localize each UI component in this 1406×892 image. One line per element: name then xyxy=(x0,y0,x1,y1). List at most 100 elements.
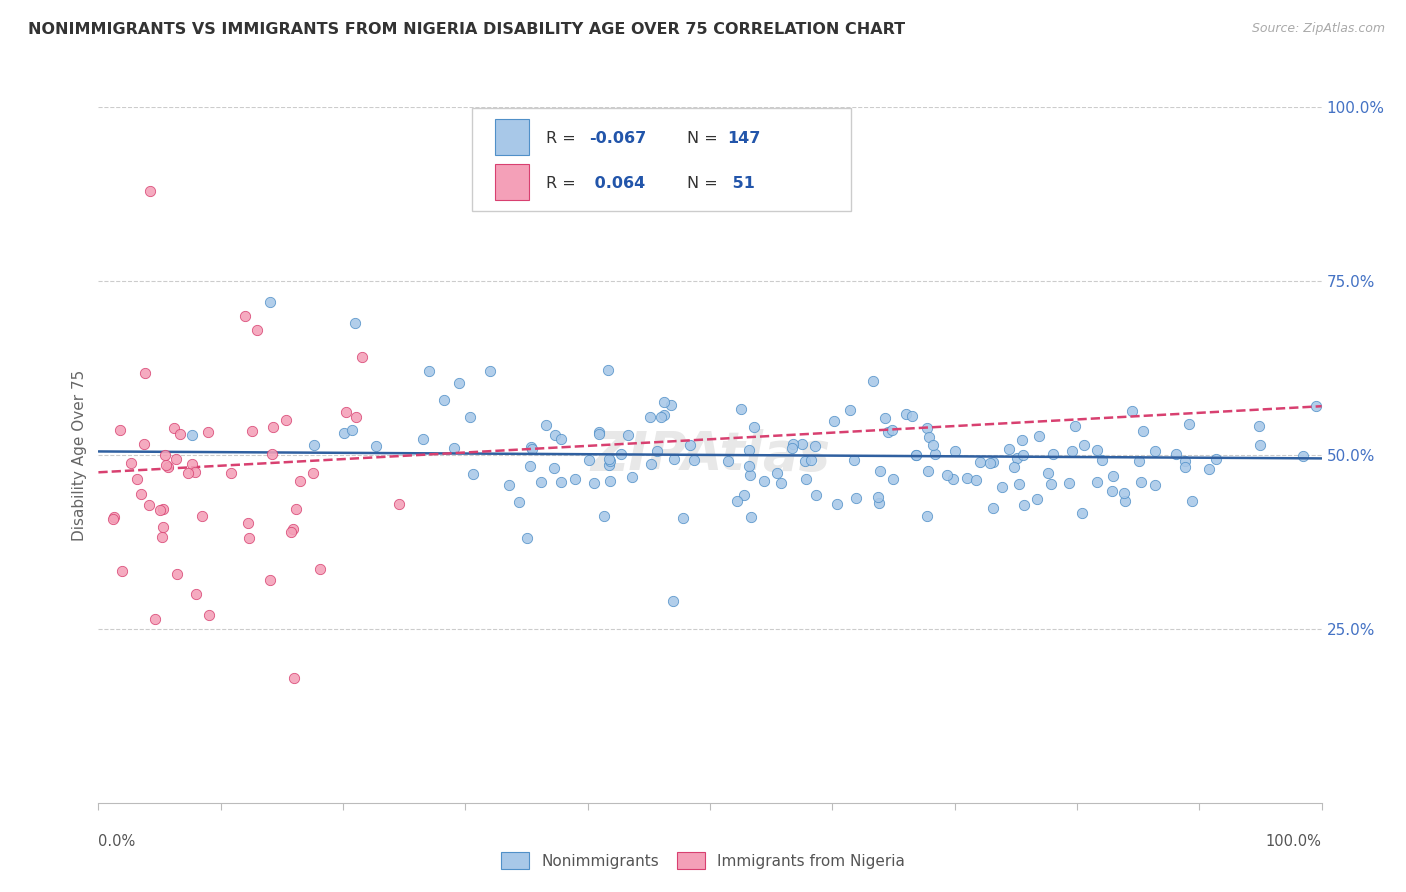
Point xyxy=(274,413,297,427)
Point xyxy=(259,573,281,587)
Point xyxy=(662,452,685,467)
Point xyxy=(103,510,125,524)
Point xyxy=(1005,451,1028,466)
Point xyxy=(588,425,610,439)
Point xyxy=(1143,477,1166,491)
Text: N =: N = xyxy=(686,131,723,146)
Point xyxy=(129,487,152,501)
Point xyxy=(433,393,456,408)
Point xyxy=(134,366,156,380)
Point xyxy=(738,442,761,457)
Point xyxy=(149,503,172,517)
Point xyxy=(882,473,904,487)
Point xyxy=(662,594,685,608)
Point xyxy=(610,447,633,461)
Text: 100.0%: 100.0% xyxy=(1265,834,1322,849)
Point xyxy=(839,402,862,417)
FancyBboxPatch shape xyxy=(471,109,851,211)
Point xyxy=(935,467,957,482)
Point xyxy=(782,437,804,451)
Point xyxy=(1114,486,1136,500)
Point xyxy=(498,478,520,492)
Point xyxy=(740,510,762,524)
Point xyxy=(186,587,208,601)
Point xyxy=(177,466,200,480)
Point xyxy=(877,425,900,440)
Point xyxy=(650,410,672,425)
Point xyxy=(737,458,759,473)
Point xyxy=(283,671,305,685)
Point xyxy=(1026,491,1049,506)
Point xyxy=(145,612,167,626)
Point xyxy=(780,442,803,456)
Point xyxy=(478,364,501,378)
Point xyxy=(120,456,142,470)
Point xyxy=(520,442,543,456)
Point xyxy=(742,420,765,434)
Point xyxy=(766,466,789,480)
Point xyxy=(683,453,706,467)
Legend: Nonimmigrants, Immigrants from Nigeria: Nonimmigrants, Immigrants from Nigeria xyxy=(495,846,911,875)
Point xyxy=(901,409,924,423)
Point xyxy=(181,428,204,442)
Point xyxy=(443,442,465,456)
Point xyxy=(904,448,927,462)
Text: 147: 147 xyxy=(727,131,761,146)
Point xyxy=(519,458,541,473)
Point xyxy=(1011,448,1033,462)
Point xyxy=(1180,494,1202,508)
Point xyxy=(461,467,484,482)
Text: 0.0%: 0.0% xyxy=(98,834,135,849)
Point xyxy=(153,448,176,462)
Point xyxy=(981,501,1004,516)
Point xyxy=(1091,453,1114,467)
Point xyxy=(412,432,434,446)
Point xyxy=(165,451,187,466)
Point xyxy=(1042,447,1064,461)
Text: ZIPAtlas: ZIPAtlas xyxy=(591,429,830,481)
Point xyxy=(793,454,815,468)
Point xyxy=(918,429,941,443)
Point xyxy=(197,425,219,440)
Point xyxy=(150,530,173,544)
Point xyxy=(152,502,174,516)
Point xyxy=(804,439,827,453)
Y-axis label: Disability Age Over 75: Disability Age Over 75 xyxy=(72,369,87,541)
Point xyxy=(956,471,979,485)
Point xyxy=(868,496,890,510)
Point xyxy=(652,408,675,422)
Point xyxy=(544,427,567,442)
Point xyxy=(873,411,896,425)
Point xyxy=(344,410,367,425)
Point xyxy=(1130,475,1153,489)
Point xyxy=(588,426,610,441)
Point xyxy=(1063,419,1085,434)
Point xyxy=(101,512,124,526)
Text: -0.067: -0.067 xyxy=(589,131,647,146)
Point xyxy=(616,428,638,442)
Point xyxy=(921,438,943,452)
Point xyxy=(246,323,269,337)
Point xyxy=(582,475,605,490)
Point xyxy=(965,473,987,487)
Point xyxy=(1028,429,1050,443)
Text: N =: N = xyxy=(686,177,723,192)
Point xyxy=(335,404,357,418)
Text: 51: 51 xyxy=(727,177,755,192)
Point xyxy=(1247,419,1270,434)
Point xyxy=(111,564,134,578)
Point xyxy=(350,350,373,364)
Point xyxy=(717,454,740,468)
Point xyxy=(240,424,263,438)
Point xyxy=(659,398,682,412)
Point xyxy=(1121,404,1143,418)
Point xyxy=(915,421,938,435)
Point xyxy=(564,472,586,486)
Point xyxy=(1292,449,1315,463)
Point xyxy=(845,491,868,505)
Point xyxy=(800,453,823,467)
Point xyxy=(550,432,572,446)
Point xyxy=(238,531,260,545)
Point xyxy=(825,497,848,511)
Point xyxy=(1012,498,1035,512)
